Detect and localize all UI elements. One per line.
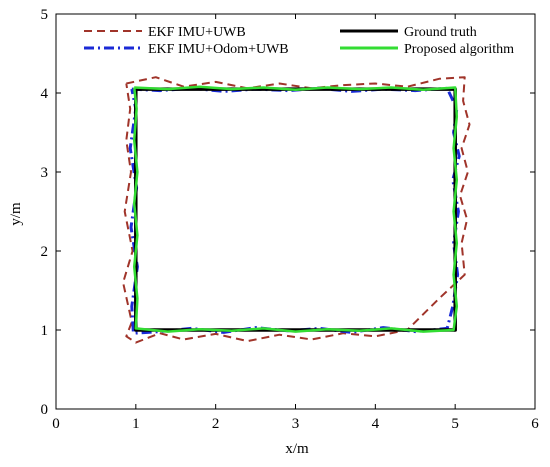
legend-label: EKF IMU+UWB — [148, 25, 246, 40]
y-tick-label: 3 — [41, 165, 49, 181]
x-tick-label: 1 — [132, 416, 140, 432]
plot-border — [55, 13, 536, 410]
y-tick-label: 5 — [41, 7, 49, 23]
y-tick-label: 4 — [41, 86, 49, 102]
series-line-ground-truth — [134, 87, 457, 332]
legend: EKF IMU+UWB EKF IMU+Odom+UWB Ground truth P… — [84, 25, 514, 57]
x-tick-label: 4 — [372, 416, 380, 432]
series-line-proposed-algorithm — [132, 85, 459, 333]
x-tick-label: 5 — [451, 416, 459, 432]
legend-label: EKF IMU+Odom+UWB — [148, 42, 289, 57]
legend-label: Proposed algorithm — [404, 42, 514, 57]
y-tick-label: 1 — [41, 323, 49, 339]
y-tick-label: 2 — [41, 244, 49, 260]
y-tick-label: 0 — [41, 402, 49, 418]
series-layer — [122, 76, 471, 344]
legend-label: Ground truth — [404, 25, 477, 40]
x-tick-label: 6 — [531, 416, 539, 432]
plot-frame — [55, 13, 536, 410]
ticks-layer: 0 1 2 3 4 5 6 0 1 2 3 4 5 — [41, 7, 540, 432]
x-axis-label: x/m — [285, 441, 309, 457]
series-line-ekf-imu-odom-uwb — [128, 86, 461, 335]
x-tick-label: 2 — [212, 416, 220, 432]
x-tick-label: 3 — [292, 416, 300, 432]
series-line-ekf-imu-uwb — [122, 76, 471, 344]
x-tick-label: 0 — [52, 416, 60, 432]
y-axis-label: y/m — [8, 202, 24, 226]
